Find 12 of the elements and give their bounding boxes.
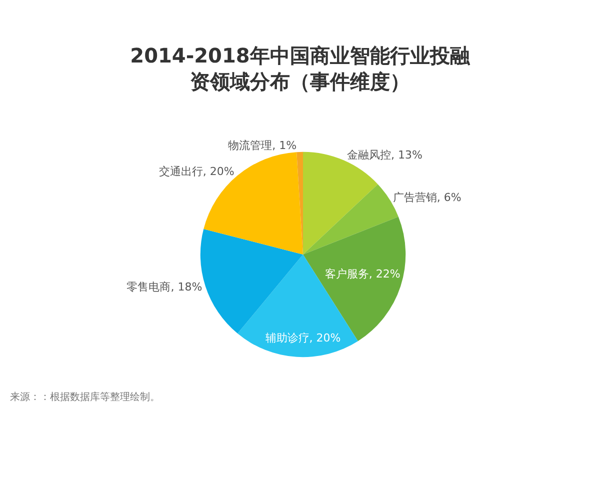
pie-slice <box>200 228 303 334</box>
pie-slice <box>204 152 303 254</box>
source-note: 来源：：根据数据库等整理绘制。 <box>10 391 160 403</box>
pie-slice <box>238 254 358 357</box>
chart-title: 2014-2018年中国商业智能行业投融资领域分布（事件维度） <box>130 43 471 94</box>
slice-label: 广告营销, 6% <box>392 191 462 204</box>
slice-label: 物流管理, 1% <box>228 138 297 152</box>
slice-label: 客户服务, 22% <box>324 267 400 280</box>
slice-label: 交通出行, 20% <box>158 165 234 178</box>
slice-label: 辅助诊疗, 20% <box>265 332 341 345</box>
slice-label: 金融风控, 13% <box>347 148 422 162</box>
slice-label: 零售电商, 18% <box>126 280 202 294</box>
